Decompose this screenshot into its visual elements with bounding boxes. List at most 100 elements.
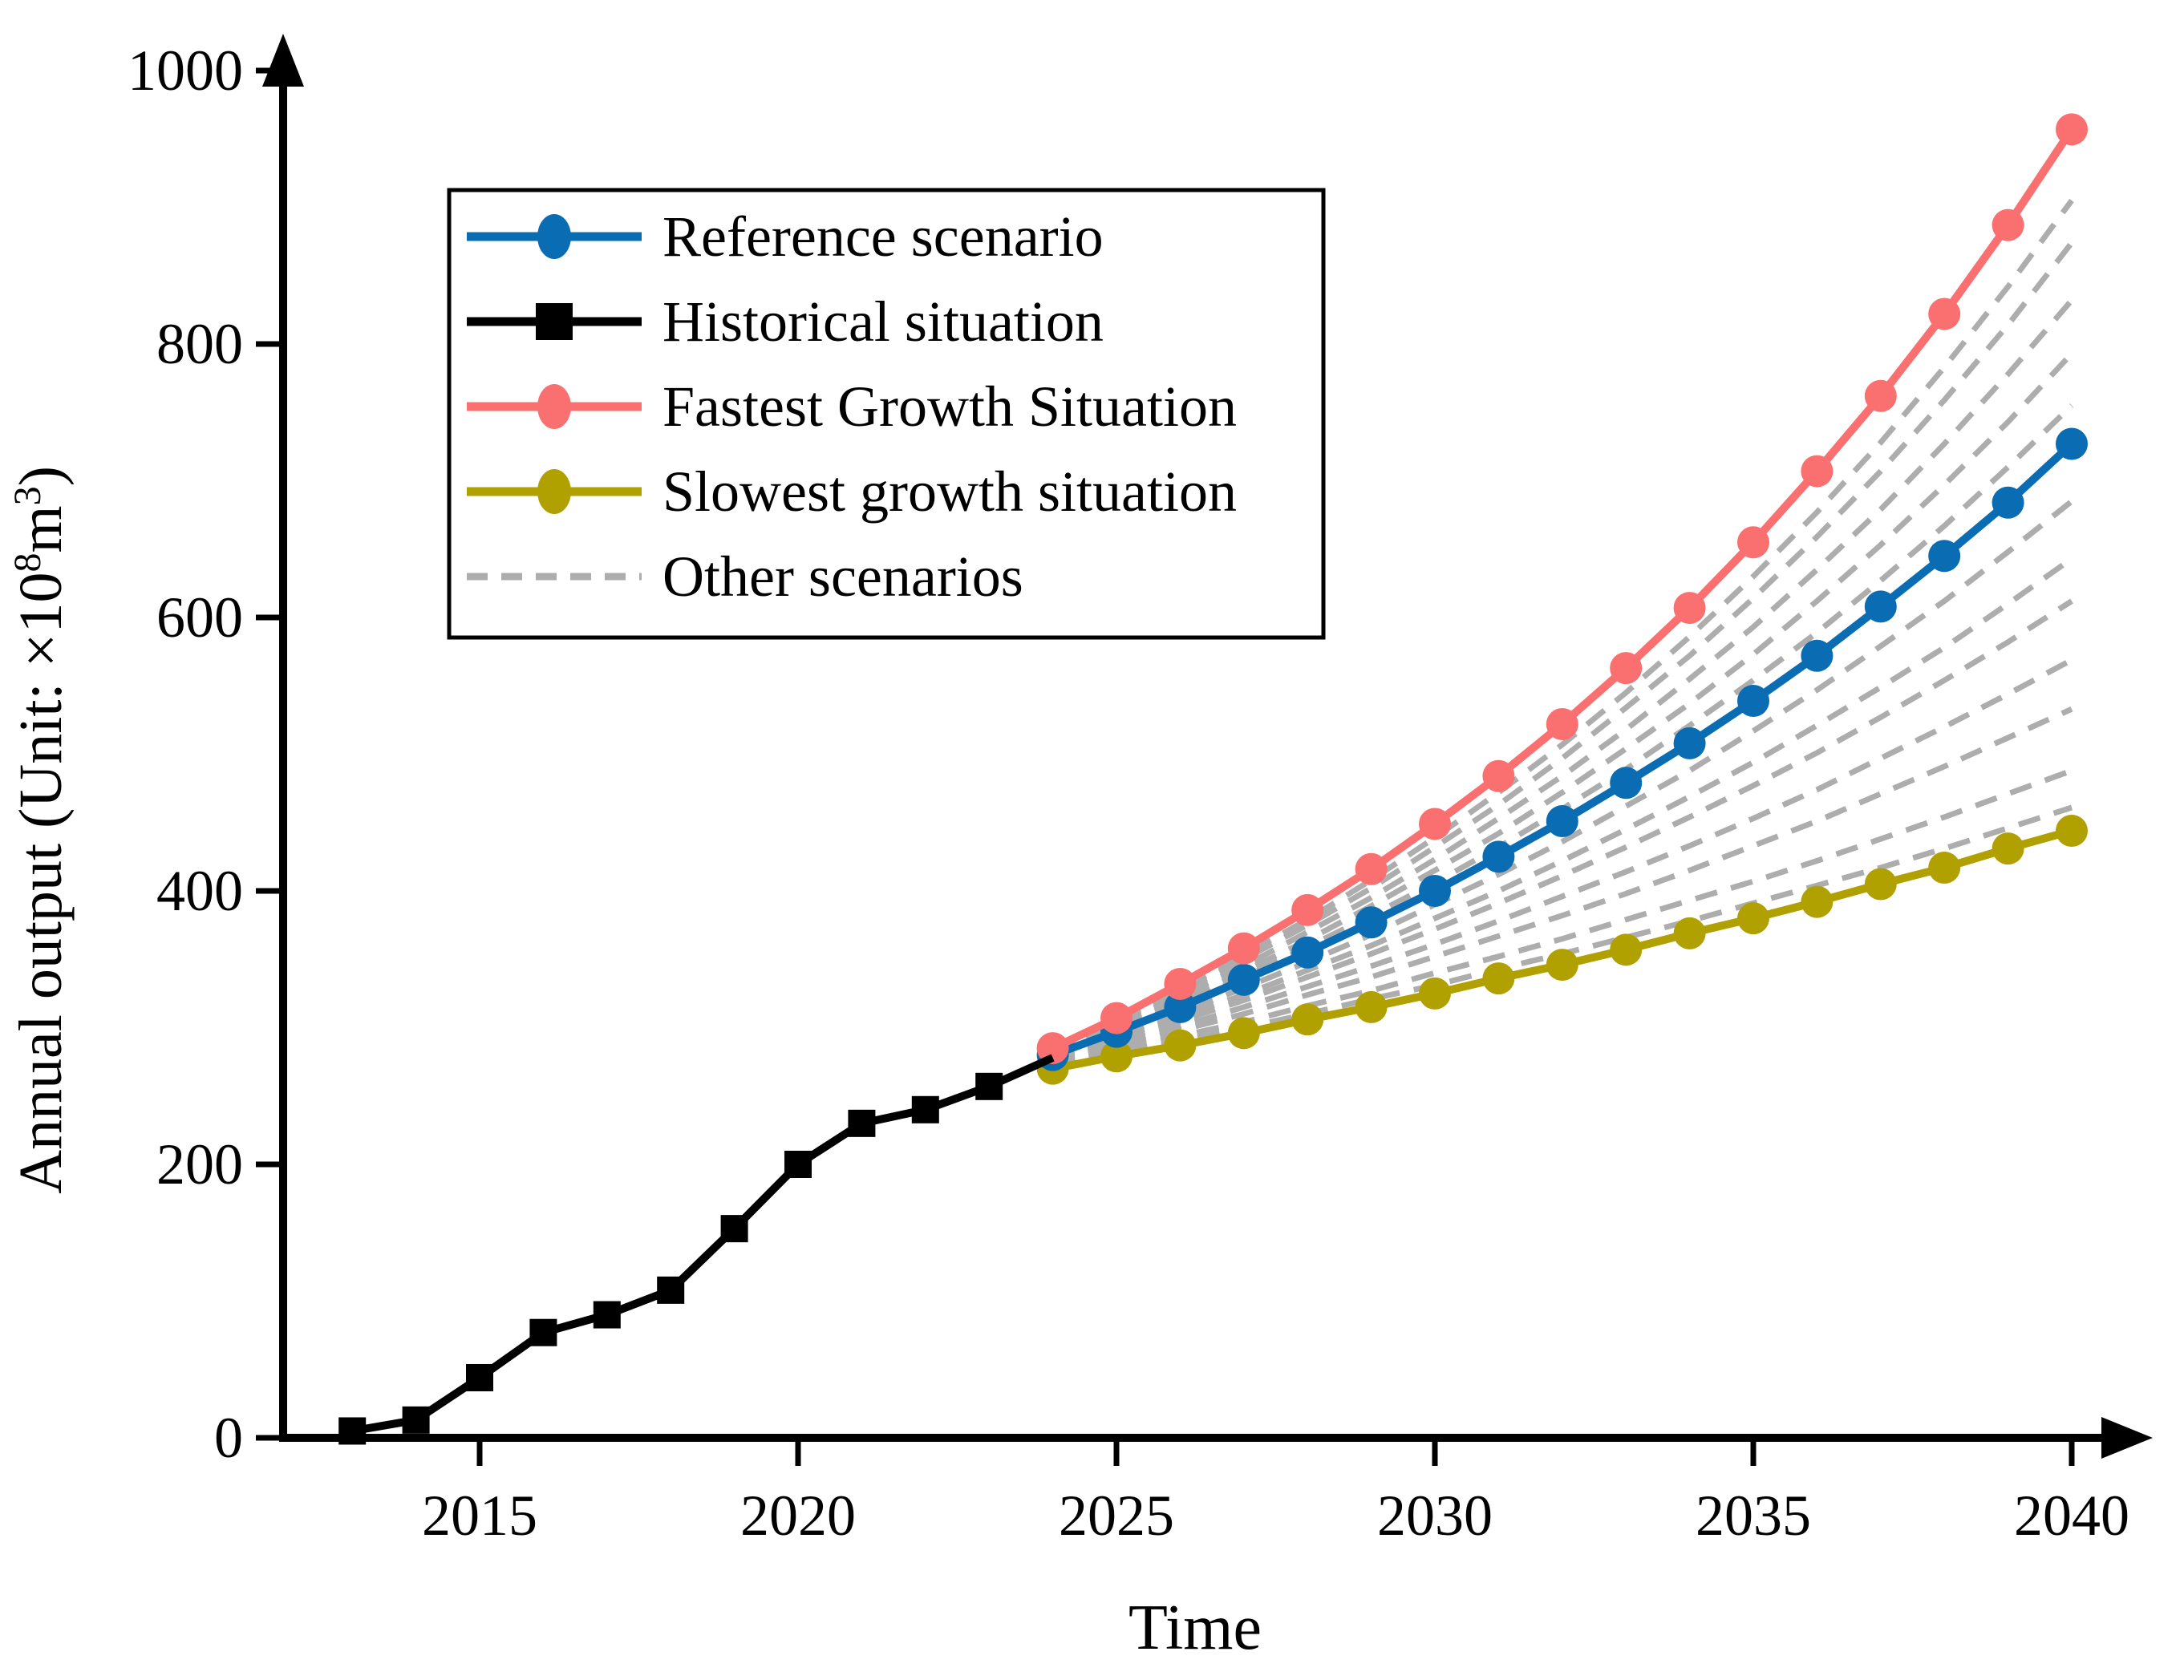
y-axis-title-part: Annual output (Unit: ×10 [7, 573, 75, 1194]
y-axis-title-part: 8 [6, 553, 49, 573]
marker-circle [1100, 1002, 1133, 1034]
marker-square [593, 1301, 621, 1329]
other-scenario-line [1051, 241, 2074, 1054]
marker-circle [1864, 590, 1897, 623]
legend: Reference scenario Historical situation Fa… [447, 188, 1326, 640]
marker-circle [1100, 1040, 1133, 1073]
x-axis-title: Time [1128, 1593, 1262, 1663]
marker-circle [1610, 933, 1643, 966]
other-scenario-line [1051, 556, 2074, 1063]
marker-square [784, 1151, 812, 1178]
legend-marker-circle [537, 469, 571, 514]
marker-circle [2056, 113, 2088, 146]
marker-circle [1928, 540, 1961, 573]
y-tick-label: 200 [156, 1132, 243, 1196]
marker-square [911, 1095, 939, 1123]
marker-circle [1864, 379, 1897, 412]
y-axis-title-part: m [7, 505, 75, 553]
marker-circle [1419, 808, 1451, 840]
marker-circle [1227, 963, 1260, 996]
legend-box [447, 188, 1326, 640]
marker-circle [1610, 767, 1643, 800]
marker-circle [1355, 852, 1388, 885]
marker-circle [1737, 526, 1769, 559]
marker-circle [1992, 486, 2024, 519]
marker-square [338, 1417, 367, 1445]
marker-circle [1291, 936, 1324, 969]
y-tick-label: 800 [156, 312, 243, 376]
marker-circle [1801, 885, 1834, 918]
marker-circle [1928, 852, 1961, 885]
x-tick-label: 2035 [1696, 1484, 1811, 1548]
marker-circle [1291, 893, 1324, 926]
marker-circle [1928, 298, 1961, 330]
legend-entry: Reference scenario [467, 204, 1104, 269]
y-axis-arrow-icon [262, 34, 304, 87]
legend-label: Slowest growth situation [662, 459, 1237, 524]
y-tick-label: 1000 [128, 38, 243, 103]
marker-circle [1546, 707, 1578, 740]
other-scenario-line [1051, 198, 2074, 1052]
marker-circle [1992, 832, 2024, 865]
legend-marker-circle [537, 384, 571, 429]
marker-circle [1610, 652, 1643, 685]
marker-circle [1164, 967, 1197, 1000]
x-tick-label: 2025 [1059, 1484, 1174, 1548]
marker-circle [1036, 1032, 1069, 1065]
marker-circle [1355, 990, 1388, 1023]
other-scenario-line [1051, 706, 2073, 1067]
marker-circle [2056, 814, 2088, 847]
other-scenario-line [1051, 499, 2074, 1061]
y-tick-label: 0 [214, 1406, 243, 1470]
legend-label: Other scenarios [662, 544, 1023, 609]
series-reference-scenario [1036, 427, 2088, 1071]
series-historical-situation [338, 1054, 1055, 1445]
legend-marker-circle [537, 214, 571, 259]
marker-circle [1737, 902, 1769, 935]
marker-square [529, 1318, 557, 1346]
x-tick-label: 2030 [1377, 1484, 1493, 1548]
marker-circle [1673, 727, 1706, 759]
x-tick-label: 2040 [2014, 1484, 2129, 1548]
marker-circle [1992, 208, 2024, 241]
y-tick-label: 600 [156, 585, 243, 650]
legend-entry: Fastest Growth Situation [467, 374, 1237, 439]
legend-marker-square [536, 303, 573, 340]
marker-circle [1801, 639, 1834, 672]
marker-circle [1482, 962, 1515, 995]
axes: 2015 2020 2025 2030 2035 2040 0 200 400 600 800 100… [128, 34, 2153, 1548]
marker-square [848, 1109, 876, 1137]
legend-entry: Other scenarios [467, 544, 1023, 609]
other-scenario-line [1051, 598, 2073, 1063]
marker-circle [1546, 805, 1578, 838]
x-tick-label: 2015 [422, 1484, 537, 1548]
marker-square [402, 1406, 430, 1434]
marker-circle [1164, 990, 1197, 1023]
series-line [351, 1054, 1055, 1435]
x-tick-label: 2020 [740, 1484, 856, 1548]
marker-circle [2056, 427, 2088, 460]
x-axis-arrow-icon [2101, 1417, 2153, 1459]
marker-circle [1419, 977, 1451, 1010]
marker-circle [1737, 685, 1769, 718]
other-scenario-line [1051, 351, 2074, 1057]
marker-circle [1482, 840, 1515, 873]
other-scenario-line [1051, 767, 2073, 1067]
legend-entry: Historical situation [467, 289, 1104, 354]
series-slowest-growth-situation [1036, 814, 2088, 1085]
y-tick-label: 400 [156, 859, 243, 923]
series-fastest-growth-situation [1036, 113, 2088, 1065]
marker-circle [1482, 759, 1515, 792]
marker-square [657, 1276, 685, 1304]
marker-circle [1227, 1017, 1260, 1050]
other-scenario-line [1051, 298, 2074, 1055]
marker-circle [1864, 868, 1897, 901]
marker-circle [1355, 906, 1388, 939]
legend-label: Fastest Growth Situation [662, 374, 1237, 439]
marker-circle [1227, 932, 1260, 965]
marker-square [466, 1363, 493, 1391]
legend-label: Reference scenario [662, 204, 1104, 269]
other-scenario-line [1051, 657, 2073, 1065]
